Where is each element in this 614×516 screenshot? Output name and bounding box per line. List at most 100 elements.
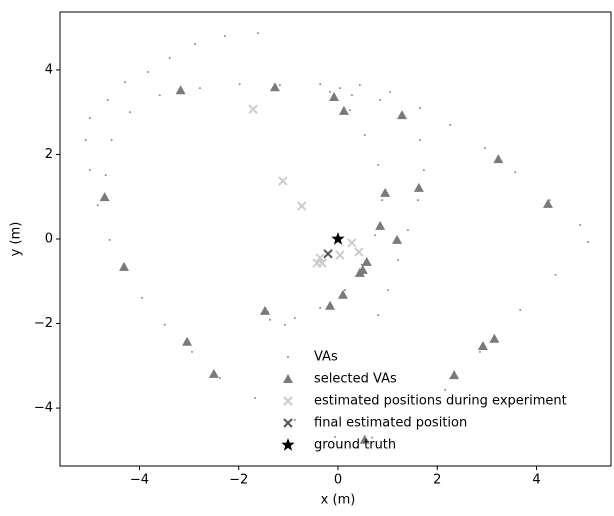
point bbox=[146, 71, 149, 74]
x-tick-label: 0 bbox=[334, 473, 342, 488]
point bbox=[361, 256, 372, 266]
x-stroke bbox=[347, 238, 357, 248]
x-stroke bbox=[354, 247, 364, 257]
point bbox=[278, 84, 281, 87]
point bbox=[140, 296, 143, 299]
point bbox=[99, 192, 110, 202]
point bbox=[579, 224, 582, 227]
point bbox=[418, 139, 421, 142]
x-tick-label: −2 bbox=[229, 473, 248, 488]
point bbox=[128, 111, 131, 114]
point bbox=[548, 199, 551, 202]
legend-label: ground truth bbox=[314, 438, 396, 453]
point bbox=[338, 87, 341, 90]
point bbox=[278, 176, 288, 186]
y-tick-label: 4 bbox=[45, 62, 53, 77]
point bbox=[379, 98, 382, 101]
x-stroke bbox=[335, 250, 345, 260]
point bbox=[489, 333, 500, 343]
x-stroke bbox=[278, 176, 288, 186]
point bbox=[377, 164, 380, 167]
point bbox=[514, 171, 517, 174]
y-tick-label: 2 bbox=[45, 147, 53, 162]
point bbox=[397, 259, 400, 262]
point bbox=[449, 370, 460, 380]
point bbox=[331, 232, 345, 245]
y-axis-label: y (m) bbox=[9, 222, 24, 257]
legend-marker bbox=[281, 438, 295, 451]
point bbox=[422, 169, 425, 172]
point bbox=[257, 32, 260, 35]
point bbox=[334, 435, 337, 438]
point bbox=[198, 87, 201, 90]
point bbox=[163, 323, 166, 326]
x-stroke bbox=[283, 418, 293, 428]
point bbox=[175, 85, 186, 95]
point bbox=[374, 234, 377, 237]
point bbox=[389, 90, 392, 93]
point bbox=[319, 306, 322, 309]
point bbox=[449, 123, 452, 126]
x-stroke bbox=[317, 258, 327, 268]
point bbox=[363, 134, 366, 137]
x-tick-label: 2 bbox=[433, 473, 441, 488]
point bbox=[323, 249, 333, 259]
point bbox=[315, 253, 325, 263]
point bbox=[84, 139, 87, 142]
point bbox=[293, 317, 296, 320]
point bbox=[542, 198, 553, 208]
legend-marker bbox=[283, 396, 293, 406]
point bbox=[587, 240, 590, 243]
point bbox=[238, 83, 241, 86]
point bbox=[329, 91, 340, 101]
point bbox=[375, 220, 386, 230]
point bbox=[343, 289, 346, 292]
x-stroke bbox=[297, 201, 307, 211]
point bbox=[444, 388, 447, 391]
point bbox=[337, 289, 348, 299]
point bbox=[348, 109, 351, 112]
legend-label: final estimated position bbox=[314, 416, 467, 431]
point bbox=[104, 174, 107, 177]
point bbox=[248, 104, 258, 114]
point bbox=[218, 377, 221, 380]
point bbox=[110, 139, 113, 142]
point bbox=[493, 154, 504, 164]
legend-label: estimated positions during experiment bbox=[314, 394, 567, 409]
point bbox=[325, 300, 336, 310]
legend-marker bbox=[283, 374, 293, 383]
point bbox=[418, 106, 421, 109]
point bbox=[478, 350, 481, 353]
point bbox=[260, 305, 271, 315]
x-tick-label: −4 bbox=[130, 473, 149, 488]
point bbox=[354, 247, 364, 257]
point bbox=[354, 267, 365, 277]
point bbox=[329, 90, 332, 93]
point bbox=[268, 318, 271, 321]
point bbox=[413, 182, 424, 192]
point bbox=[519, 309, 522, 312]
point bbox=[124, 81, 127, 84]
x-stroke bbox=[283, 396, 293, 406]
point bbox=[293, 418, 296, 421]
point bbox=[554, 273, 557, 276]
point bbox=[108, 238, 111, 241]
point bbox=[317, 258, 327, 268]
point bbox=[208, 368, 219, 378]
legend-label: selected VAs bbox=[314, 372, 397, 387]
point bbox=[191, 350, 194, 353]
point bbox=[119, 261, 130, 271]
point bbox=[408, 416, 411, 419]
y-tick-label: 0 bbox=[45, 232, 53, 247]
x-stroke bbox=[315, 253, 325, 263]
point bbox=[335, 250, 345, 260]
point bbox=[106, 98, 109, 101]
x-axis-label: x (m) bbox=[321, 493, 356, 508]
point bbox=[359, 434, 370, 444]
point bbox=[297, 201, 307, 211]
y-tick-label: −2 bbox=[34, 316, 53, 331]
legend-marker bbox=[283, 418, 293, 428]
point bbox=[158, 94, 161, 97]
legend-marker bbox=[287, 356, 289, 358]
